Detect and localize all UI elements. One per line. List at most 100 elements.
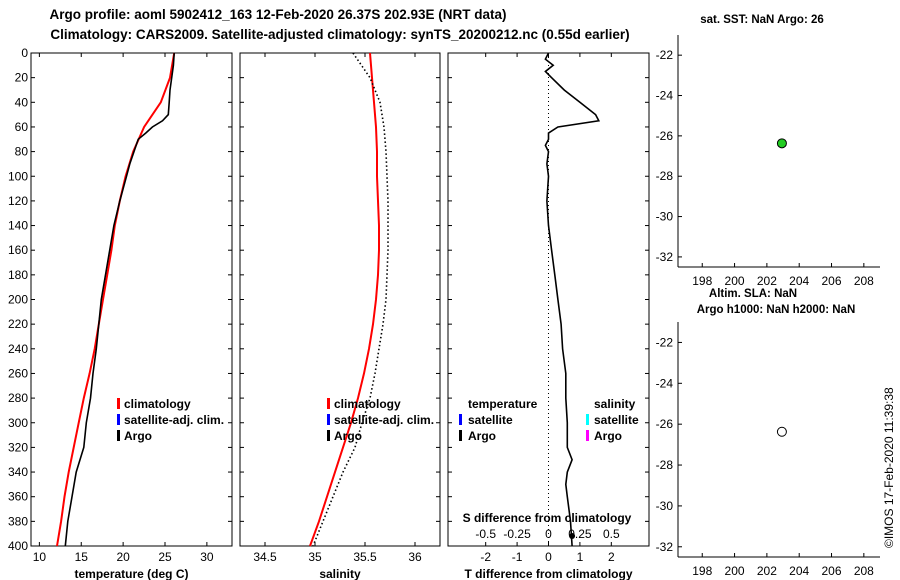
legend-climatology-label: climatology: [334, 397, 401, 411]
sst-map-xtick-label: 198: [692, 274, 712, 288]
legend-t-argo-swatch: [459, 430, 462, 441]
sla-map-xtick-label: 198: [692, 564, 712, 578]
depth-tick-label: 140: [8, 219, 28, 233]
legend-t-satellite-label: satellite: [468, 413, 513, 427]
temperature-axes-frame: [30, 52, 233, 547]
temperature-legend: climatology satellite-adj. clim. Argo: [117, 397, 224, 443]
temperature-xtick-label: 30: [200, 550, 214, 564]
s-difference-tick-label: 0.5: [603, 527, 620, 541]
legend-s-satellite-label: satellite: [594, 413, 639, 427]
s-difference-tick-label: 0: [545, 527, 552, 541]
temperature-xtick-label: 10: [33, 550, 47, 564]
difference-bottom-marker: [569, 533, 576, 539]
difference-xtick-label: 0: [545, 550, 552, 564]
legend-satellite-label: satellite-adj. clim.: [334, 413, 434, 427]
sla-map-ytick-label: -22: [656, 335, 674, 349]
depth-tick-label: 40: [15, 95, 29, 109]
depth-tick-label: 280: [8, 391, 28, 405]
series-climatology: [56, 52, 176, 547]
depth-tick-label: 260: [8, 366, 28, 380]
sst-map-xtick-label: 206: [822, 274, 842, 288]
s-difference-axis-label: S difference from climatology: [463, 511, 632, 525]
difference-xtick-label: -1: [512, 550, 523, 564]
temperature-xtick-label: 20: [116, 550, 130, 564]
sla-map-ytick-label: -24: [656, 376, 674, 390]
imos-watermark: ©IMOS 17-Feb-2020 11:39:38: [882, 387, 896, 548]
temperature-xtick-label: 15: [75, 550, 89, 564]
s-difference-tick-label: -0.25: [503, 527, 531, 541]
series-argo: [64, 52, 175, 547]
legend-s-argo-swatch: [586, 430, 589, 441]
depth-tick-label: 240: [8, 342, 28, 356]
sla-map-xtick-label: 200: [725, 564, 745, 578]
sla-map-panel: -22 -24 -26 -28 -30 -32 198 200 202 204 206 208: [656, 322, 880, 578]
figure-title-line2: Climatology: CARS2009. Satellite-adjuste…: [50, 27, 629, 42]
sla-map-xtick-label: 208: [854, 564, 874, 578]
sst-map-ytick-label: -28: [656, 169, 674, 183]
depth-tick-label: 320: [8, 440, 28, 454]
sst-map-xtick-label: 202: [757, 274, 777, 288]
sst-map-xtick-label: 208: [854, 274, 874, 288]
legend-climatology-label: climatology: [124, 397, 191, 411]
legend-climatology-swatch: [117, 398, 120, 409]
difference-panel: -2 -1 0 1 2 T difference from climatology -0.5…: [447, 52, 650, 580]
sst-map-ytick-label: -32: [656, 250, 674, 264]
legend-s-satellite-swatch: [586, 414, 589, 425]
depth-tick-label: 180: [8, 268, 28, 282]
series-climatology: [309, 52, 380, 547]
legend-t-argo-label: Argo: [468, 429, 496, 443]
legend-satellite-swatch: [117, 414, 120, 425]
depth-tick-label: 20: [15, 71, 29, 85]
depth-tick-label: 220: [8, 317, 28, 331]
sla-map-ytick-label: -26: [656, 417, 674, 431]
salinity-xtick-label: 34.5: [253, 550, 277, 564]
depth-tick-label: 120: [8, 194, 28, 208]
depth-tick-label: 400: [8, 539, 28, 553]
sst-map-xtick-label: 204: [789, 274, 809, 288]
depth-tick-label: 380: [8, 514, 28, 528]
sla-map-xtick-label: 204: [789, 564, 809, 578]
sla-map-xtick-label: 202: [757, 564, 777, 578]
depth-tick-label: 360: [8, 490, 28, 504]
difference-legend: temperature satellite Argo salinity sate…: [459, 397, 639, 525]
legend-salinity-title: salinity: [594, 397, 636, 411]
sla-map-ytick-label: -28: [656, 458, 674, 472]
legend-satellite-label: satellite-adj. clim.: [124, 413, 224, 427]
sla-map-ytick-label: -32: [656, 540, 674, 554]
legend-temperature-title: temperature: [468, 397, 538, 411]
sst-map-title: sat. SST: NaN Argo: 26: [700, 14, 824, 26]
sst-map-ytick-label: -22: [656, 48, 674, 62]
sla-map-argo-position-point: [776, 426, 787, 437]
difference-xtick-label: 1: [577, 550, 584, 564]
salinity-axes-frame: [239, 52, 441, 547]
legend-argo-label: Argo: [334, 429, 362, 443]
depth-tick-label: 200: [8, 293, 28, 307]
sst-map-panel: -22 -24 -26 -28 -30 -32 198 200 202 204 206 208: [656, 35, 880, 288]
salinity-xtick-label: 35: [308, 550, 322, 564]
legend-s-argo-label: Argo: [594, 429, 622, 443]
difference-xtick-label: 2: [608, 550, 615, 564]
depth-tick-label: 340: [8, 465, 28, 479]
sst-map-xtick-label: 200: [725, 274, 745, 288]
temperature-xlabel: temperature (deg C): [74, 567, 188, 580]
sst-map-ytick-label: -26: [656, 129, 674, 143]
salinity-legend: climatology satellite-adj. clim. Argo: [327, 397, 434, 443]
salinity-xtick-label: 36: [408, 550, 422, 564]
difference-xlabel: T difference from climatology: [464, 567, 632, 580]
depth-tick-label: 100: [8, 169, 28, 183]
temperature-xtick-label: 25: [158, 550, 172, 564]
depth-tick-label: 80: [15, 145, 29, 159]
figure-title-line1: Argo profile: aoml 5902412_163 12-Feb-20…: [50, 7, 507, 22]
salinity-xlabel: salinity: [319, 567, 361, 580]
depth-tick-label: 160: [8, 243, 28, 257]
legend-argo-swatch: [117, 430, 120, 441]
legend-argo-swatch: [327, 430, 330, 441]
difference-xtick-label: -2: [480, 550, 491, 564]
s-difference-tick-label: -0.5: [475, 527, 496, 541]
legend-argo-label: Argo: [124, 429, 152, 443]
series-t-difference-argo-: [544, 52, 601, 547]
depth-tick-label: 60: [15, 120, 29, 134]
sla-map-title-line2: Argo h1000: NaN h2000: NaN: [697, 304, 856, 316]
legend-satellite-swatch: [327, 414, 330, 425]
